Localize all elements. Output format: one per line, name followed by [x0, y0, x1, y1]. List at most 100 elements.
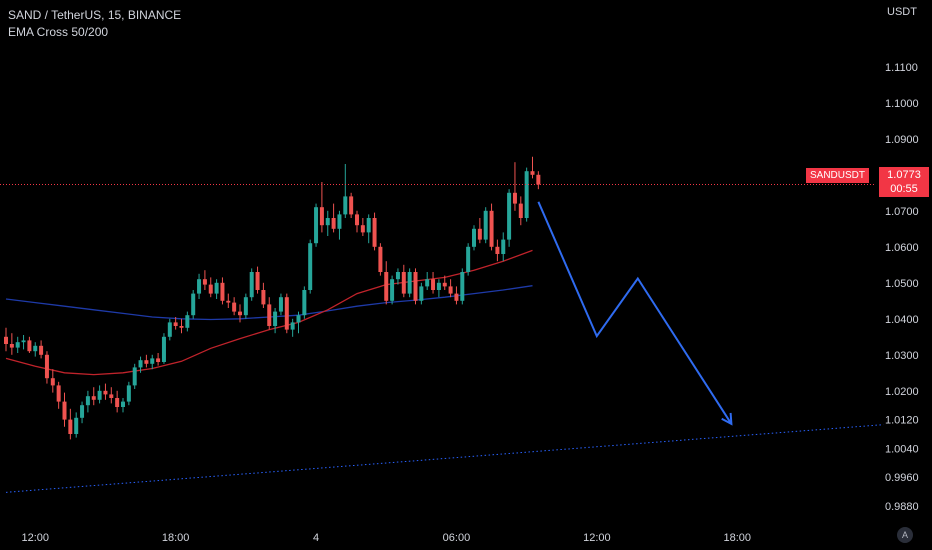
- candle-body: [9, 344, 14, 348]
- candle: [62, 392, 67, 427]
- candle: [68, 408, 73, 440]
- candle-body: [156, 358, 161, 362]
- candle: [355, 210, 359, 233]
- candle: [390, 275, 395, 305]
- candle: [477, 218, 482, 244]
- candle-body: [489, 210, 494, 247]
- candle: [202, 270, 207, 290]
- candle-body: [173, 322, 178, 326]
- candle-body: [536, 174, 541, 185]
- candle-body: [243, 297, 248, 316]
- candle-body: [518, 203, 523, 218]
- price-unit-label: USDT: [887, 6, 917, 18]
- candle: [33, 342, 38, 357]
- candle-body: [448, 286, 453, 294]
- candle: [489, 203, 494, 251]
- candle: [226, 293, 231, 308]
- candle: [524, 167, 529, 222]
- projection-path[interactable]: [537, 201, 733, 425]
- candle: [372, 212, 377, 251]
- candle-body: [4, 336, 8, 344]
- candle-body: [21, 340, 26, 343]
- chart-title[interactable]: SAND / TetherUS, 15, BINANCE: [8, 8, 182, 22]
- candle-body: [208, 284, 213, 294]
- candle: [232, 297, 237, 316]
- candle-body: [202, 279, 207, 285]
- candle-body: [179, 326, 184, 328]
- candle-body: [138, 360, 143, 368]
- candle: [448, 279, 453, 298]
- time-tick-label: 4: [313, 532, 319, 544]
- candle-body: [431, 279, 436, 290]
- candle-body: [308, 243, 313, 290]
- candle-body: [33, 345, 38, 352]
- candle-body: [91, 396, 96, 400]
- candle-body: [355, 214, 359, 226]
- candle: [431, 272, 436, 294]
- candle-body: [27, 340, 32, 352]
- candle: [4, 327, 8, 352]
- auto-scale-button[interactable]: A: [897, 527, 913, 543]
- candle: [39, 340, 44, 359]
- candle-body: [284, 297, 289, 330]
- candle-body: [150, 358, 155, 364]
- candle: [9, 333, 14, 355]
- candle-body: [378, 246, 383, 272]
- candle-body: [191, 293, 196, 316]
- candle: [436, 279, 441, 298]
- candle-body: [419, 286, 424, 301]
- support-trendline[interactable]: [5, 424, 884, 493]
- candle: [325, 210, 330, 236]
- candle-body: [144, 360, 149, 364]
- candle: [156, 353, 161, 366]
- candle: [331, 203, 336, 233]
- candle-body: [132, 367, 137, 386]
- bar-countdown: 00:55: [890, 183, 918, 195]
- candle-body: [413, 272, 418, 301]
- candle: [126, 381, 131, 406]
- time-tick-label: 06:00: [443, 532, 471, 544]
- candle-body: [278, 297, 283, 312]
- candle: [179, 318, 184, 334]
- candle: [284, 293, 289, 334]
- time-tick-label: 12:00: [583, 532, 611, 544]
- candle-body: [366, 218, 371, 233]
- candle-body: [325, 218, 330, 226]
- candle-body: [407, 272, 412, 294]
- projection-drawing-layer[interactable]: [537, 201, 733, 426]
- candle: [419, 282, 424, 305]
- candle: [308, 239, 313, 294]
- candle-body: [372, 218, 377, 247]
- candle-body: [477, 228, 482, 240]
- price-tick-label: 0.9960: [885, 472, 919, 484]
- candle-body: [349, 196, 354, 215]
- price-tick-label: 1.1100: [885, 62, 918, 74]
- projection-arrowhead[interactable]: [721, 412, 733, 426]
- indicator-legend[interactable]: EMA Cross 50/200: [8, 25, 109, 39]
- candle: [214, 279, 219, 299]
- candle-body: [226, 300, 231, 303]
- candle: [15, 336, 20, 353]
- candle: [378, 243, 383, 276]
- price-axis[interactable]: 1.11001.10001.09001.08001.07001.06001.05…: [885, 62, 919, 513]
- candle-body: [121, 401, 125, 407]
- candle: [384, 261, 389, 305]
- candle: [109, 387, 114, 404]
- candle-body: [343, 196, 348, 215]
- candle-body: [103, 390, 108, 395]
- candle: [472, 225, 476, 251]
- candle: [238, 304, 242, 323]
- candle: [173, 317, 178, 330]
- time-axis[interactable]: 12:00 18:00 4 06:00 12:00 18:00: [21, 532, 751, 544]
- candle: [267, 297, 272, 330]
- candle-body: [319, 207, 324, 226]
- candle: [296, 311, 301, 334]
- candle: [343, 164, 348, 218]
- candle-body: [530, 171, 535, 175]
- candles-layer: [4, 156, 541, 440]
- candle: [167, 318, 172, 341]
- candle: [366, 214, 371, 244]
- candle-body: [337, 214, 342, 229]
- candle-body: [126, 385, 131, 402]
